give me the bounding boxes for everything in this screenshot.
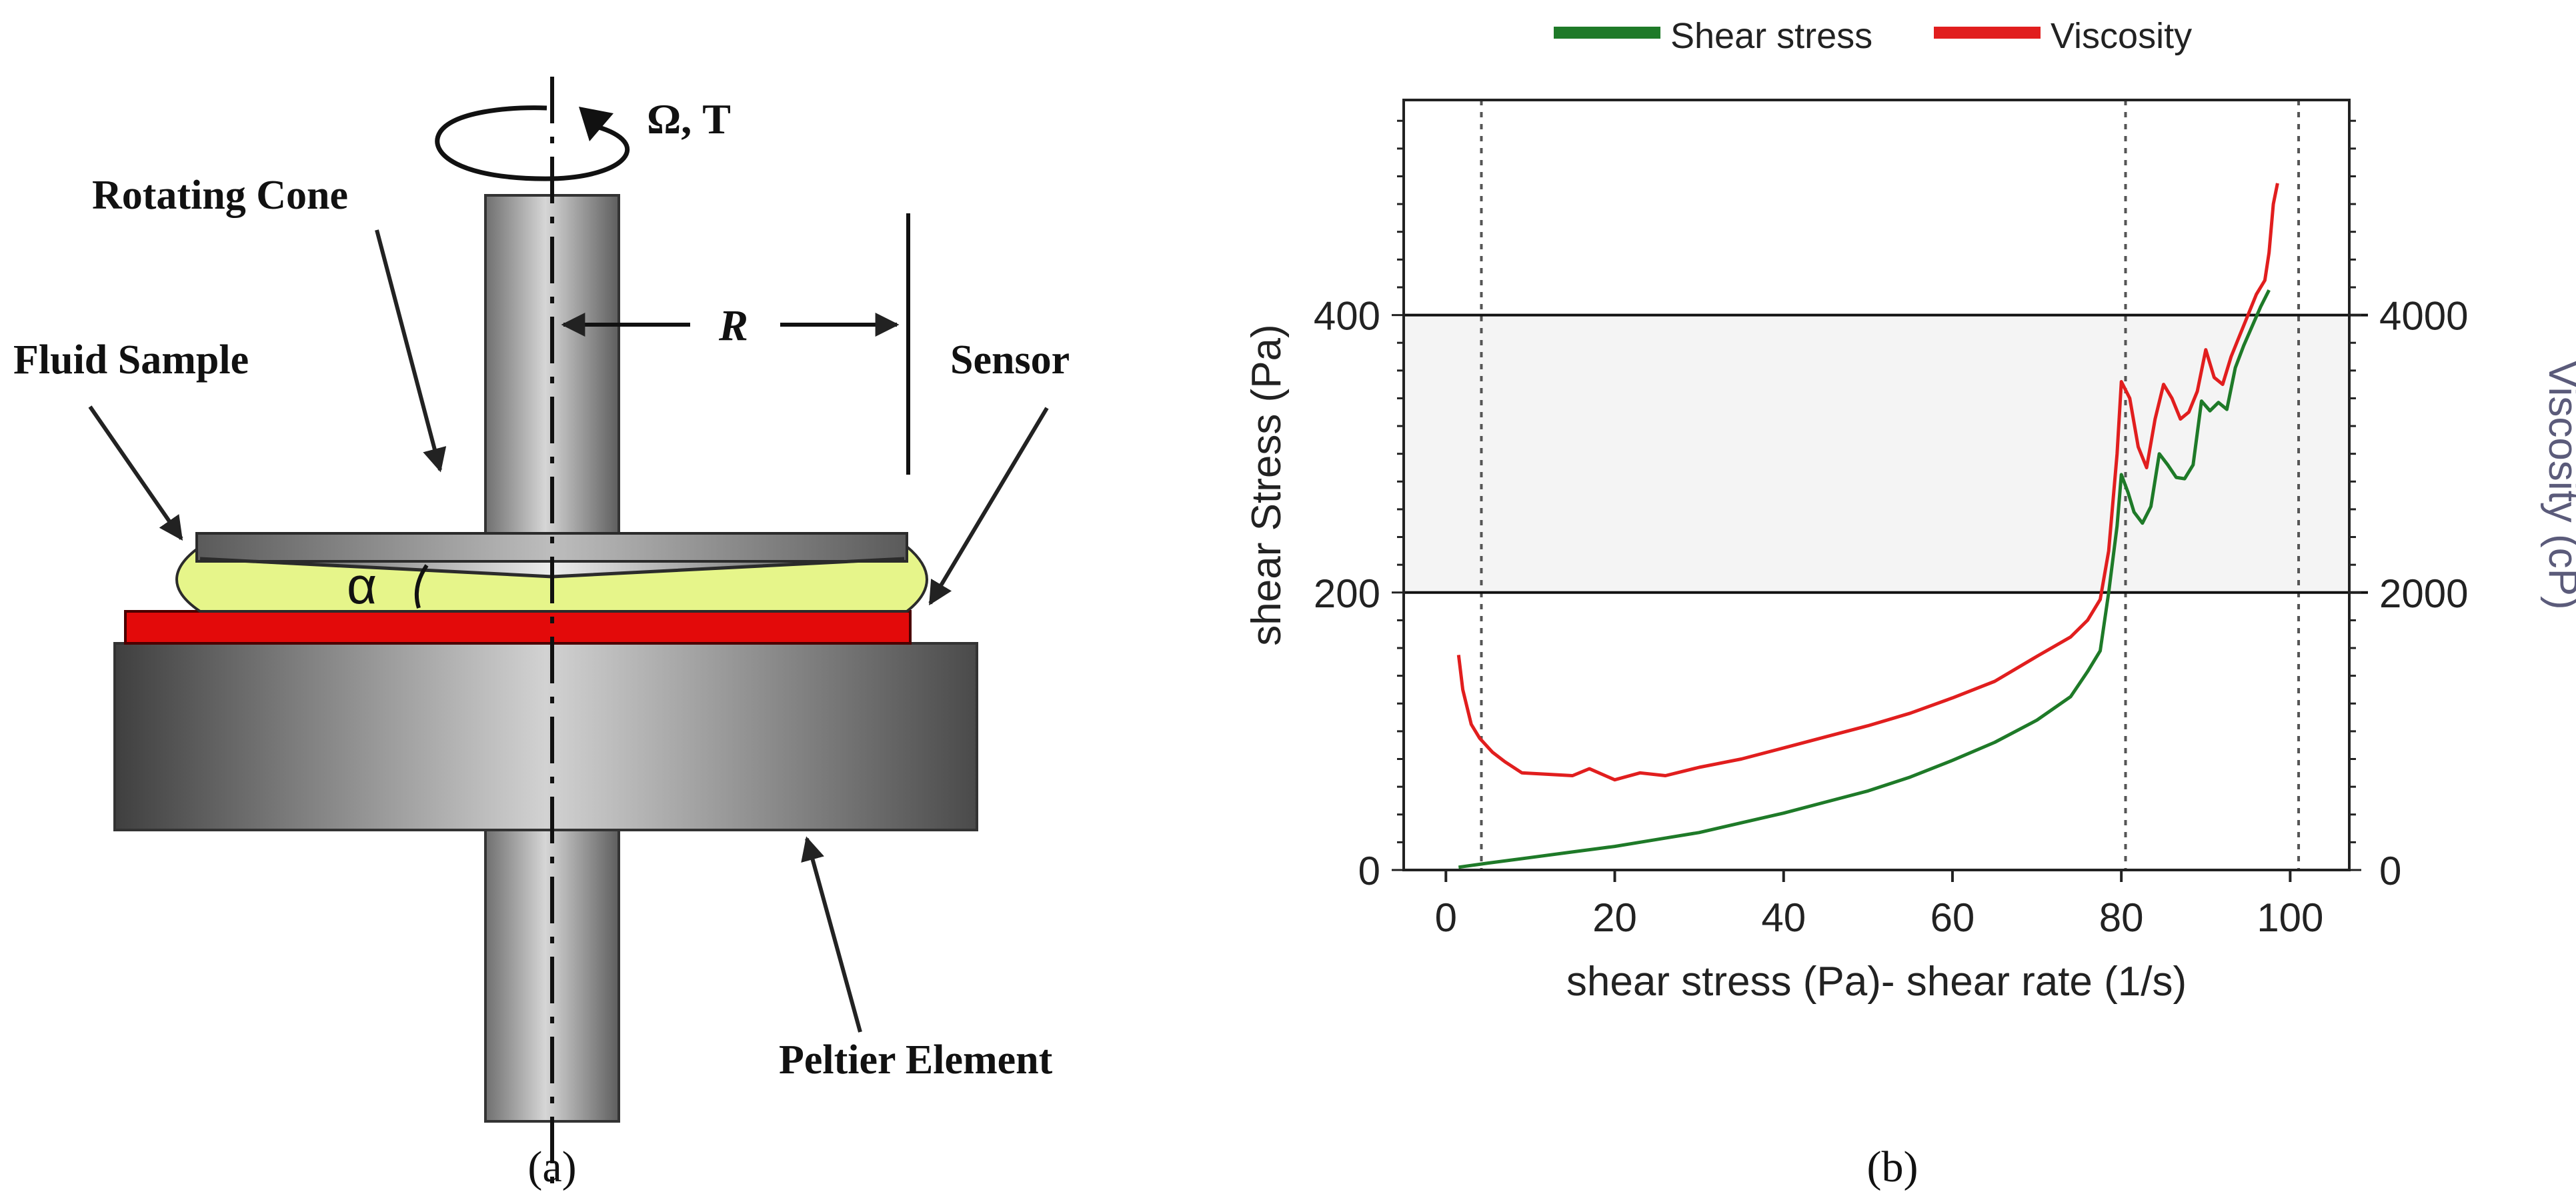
axis-ticks xyxy=(1392,119,2361,882)
legend-label: Shear stress xyxy=(1670,16,1872,56)
rotating-cone-label: Rotating Cone xyxy=(92,173,348,218)
rotation-arrow-head xyxy=(579,107,613,141)
x-tick-labels: 0 20 40 60 80 100 xyxy=(1435,895,2324,940)
legend-swatch xyxy=(1554,27,1660,39)
y2-tick-label: 2000 xyxy=(2379,571,2468,616)
y-tick-label: 200 xyxy=(1314,571,1380,616)
rotating-cone-pointer xyxy=(375,229,447,473)
series-line-shear-stress xyxy=(1458,289,2271,869)
reference-lines xyxy=(1404,313,2368,594)
plot-frame xyxy=(1402,99,2351,871)
peltier-label: Peltier Element xyxy=(779,1037,1053,1083)
x-tick-label: 40 xyxy=(1761,895,1806,940)
sensor-pointer xyxy=(928,407,1049,606)
y2-tick-labels: 0 2000 4000 xyxy=(2379,294,2468,893)
x-tick-label: 80 xyxy=(2099,895,2144,940)
y-tick-label: 0 xyxy=(1358,849,1380,893)
legend-label: Viscosity xyxy=(2051,16,2192,56)
y2-tick-label: 4000 xyxy=(2379,294,2468,339)
rotation-label: Ω, T xyxy=(647,95,731,143)
peltier-base-block xyxy=(113,642,978,831)
shaded-band xyxy=(1404,315,2349,593)
y2-axis-label: Viscosity (cP) xyxy=(2540,360,2576,609)
panel-a-caption: (a) xyxy=(527,1143,576,1191)
rheometer-diagram: Ω, T R Rotating Cone Fluid Sample Sensor… xyxy=(13,77,1070,1191)
rheology-chart: 0 20 40 60 80 100 0 200 400 0 2000 4000 shear str… xyxy=(1244,16,2576,1191)
y-tick-labels: 0 200 400 xyxy=(1314,294,1380,893)
y-axis-label: shear Stress (Pa) xyxy=(1244,324,1290,645)
legend-swatch xyxy=(1934,27,2041,39)
series-line-viscosity xyxy=(1456,183,2279,782)
angle-label: α xyxy=(347,556,377,615)
y2-tick-label: 0 xyxy=(2379,849,2401,893)
radius-label: R xyxy=(718,301,748,350)
peltier-pointer xyxy=(801,836,862,1033)
x-tick-label: 20 xyxy=(1592,895,1637,940)
legend: Shear stress Viscosity xyxy=(1554,16,2192,56)
fluid-sample-pointer xyxy=(88,405,183,541)
angle-arc xyxy=(414,564,429,609)
x-tick-label: 100 xyxy=(2257,895,2323,940)
x-tick-label: 0 xyxy=(1435,895,1457,940)
sensor-label: Sensor xyxy=(950,337,1070,383)
y-tick-label: 400 xyxy=(1314,294,1380,339)
rotation-arrow xyxy=(435,105,630,181)
fluid-sample-label: Fluid Sample xyxy=(13,337,249,383)
series-lines xyxy=(1456,183,2279,869)
x-axis-label: shear stress (Pa)- shear rate (1/s) xyxy=(1566,959,2187,1005)
sensor-plate xyxy=(124,610,912,645)
x-tick-label: 60 xyxy=(1930,895,1975,940)
panel-b-caption: (b) xyxy=(1867,1143,1918,1191)
